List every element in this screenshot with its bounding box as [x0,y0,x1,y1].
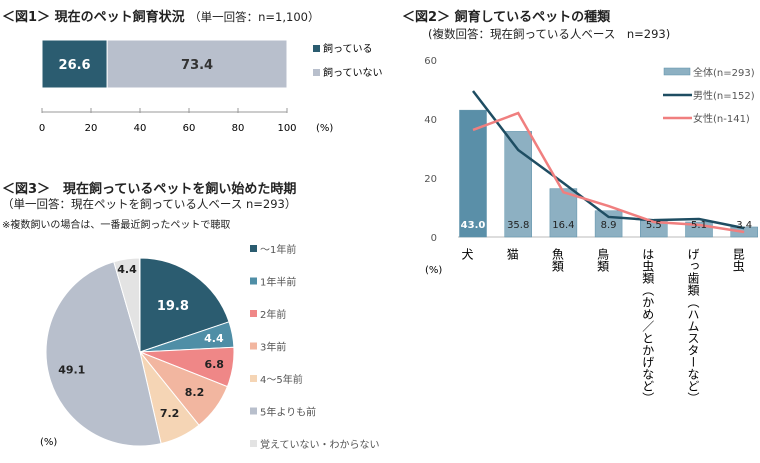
fig2-subtitle: (複数回答：現在飼っている人ベース n=293) [428,27,671,41]
fig1-data-label: 26.6 [59,58,91,73]
fig2-legend-label: 女性(n-141) [693,112,750,125]
fig3-legend-label: 3年前 [260,341,286,354]
fig3-slice-5 [45,261,162,447]
fig1-legend-label: 飼っている [323,42,373,55]
fig2-data-label: 3.4 [736,220,752,231]
fig3-data-label: 19.8 [157,299,189,314]
fig2-bar-1 [504,131,532,238]
fig3-data-label: 49.1 [58,364,85,377]
fig2-category-label: げっ歯類（ハムスターなど） [686,248,700,404]
fig2-line-male [472,90,745,230]
fig3-legend-swatch [250,310,257,317]
fig2-unit: (%) [425,265,442,276]
fig2-data-label: 43.0 [461,220,486,231]
fig1-bar-1 [106,39,288,89]
fig3-legend-label: 5年よりも前 [260,406,316,419]
fig1-tick-label: 80 [232,123,245,134]
fig1-bar-0 [41,39,108,89]
fig3-legend-label: 1年半前 [260,276,296,289]
fig1-legend-swatch [313,69,320,76]
fig3-unit: (%) [40,437,57,448]
fig1-legend-swatch [313,45,320,52]
fig3-legend-swatch [250,375,257,382]
fig2-tick-label: 40 [424,115,437,126]
fig3-data-label: 6.8 [204,358,224,371]
fig3-title: ＜図3＞ 現在飼っているペットを飼い始めた時期 [2,182,297,197]
fig2-data-label: 8.9 [601,220,617,231]
fig2-data-label: 5.5 [646,220,662,231]
fig3-subtitle: （単一回答：現在ペットを飼っている人ベース n=293） [2,197,297,211]
fig3-legend-swatch [250,407,257,415]
fig1-tick-label: 60 [183,123,196,134]
fig3-legend-swatch [250,245,257,252]
fig3-note: ※複数飼いの場合は、一番最近飼ったペットで聴取 [2,220,231,231]
fig3-data-label: 4.4 [117,263,137,276]
fig3-legend-label: 2年前 [260,308,286,321]
fig2-legend-label: 全体(n=293) [693,66,755,79]
fig3-data-label: 8.2 [185,386,205,399]
fig3-data-label: 4.4 [204,332,224,345]
fig3-data-label: 7.2 [160,407,180,420]
fig2-legend-label: 男性(n=152) [693,89,755,102]
fig1-title: ＜図1＞ 現在のペット飼育状況 （単一回答：n=1,100） [2,10,320,25]
fig1-tick-label: 20 [85,123,98,134]
fig2-bar-0 [459,109,487,238]
fig2-tick-label: 20 [424,174,437,185]
fig1-tick-label: 100 [277,123,296,134]
fig2-category-label: 猫 [505,248,519,260]
fig3-legend-label: 覚えていない・わからない [260,438,380,451]
fig2-category-label: は虫類（かめ／とかげなど） [641,248,655,404]
fig2-tick-label: 0 [431,233,437,244]
fig2-legend-swatch [663,67,691,76]
fig2-data-label: 5.1 [691,220,707,231]
fig2-bar-3 [594,210,623,238]
fig2-title: ＜図2＞ 飼育しているペットの種類 [402,10,611,25]
fig3-legend-swatch [250,440,257,447]
fig2-category-label: 昆虫 [731,248,745,272]
fig2-line-female [472,111,745,234]
fig2-bar-2 [549,188,578,238]
fig2-category-label: 鳥類 [596,247,610,273]
fig1-tick-label: 40 [134,123,147,134]
fig3-legend-swatch [250,342,257,350]
fig1-legend-label: 飼っていない [323,66,383,79]
fig2-category-label: 犬 [460,248,474,260]
fig3-legend-label: 4～5年前 [260,373,303,386]
fig2-category-label: 魚類 [550,248,564,273]
fig2-data-label: 16.4 [552,220,574,231]
fig3-legend-label: ～1年前 [260,243,296,256]
fig3-legend-swatch [250,277,257,285]
fig1-data-label: 73.4 [181,58,213,73]
fig1-tick-label: 0 [39,123,45,134]
fig1-unit: (%) [316,123,333,134]
fig2-data-label: 35.8 [507,220,529,231]
fig3-slice-0 [139,257,230,353]
fig3-slice-6 [113,257,141,353]
fig2-tick-label: 60 [424,56,437,67]
